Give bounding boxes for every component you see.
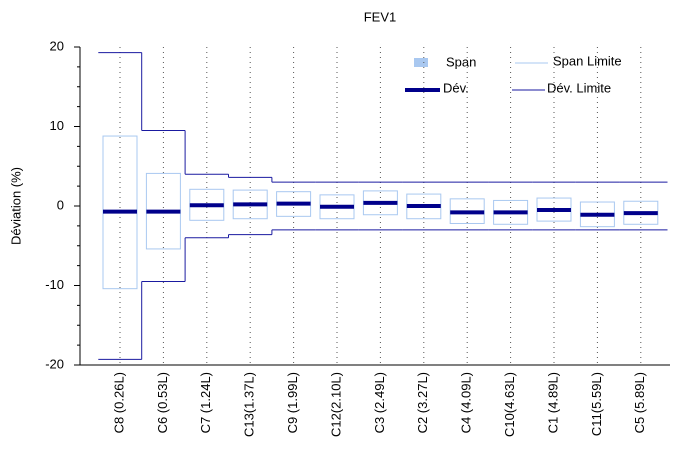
x-tick-label: C7 (1.24L) bbox=[198, 372, 213, 433]
y-tick-label: -20 bbox=[45, 356, 64, 371]
legend: Span Span Limite Dév. Dév. Limite bbox=[405, 53, 622, 95]
x-tick-label: C11(5.59L) bbox=[589, 372, 604, 436]
x-tick-label: C6 (0.53L) bbox=[155, 372, 170, 433]
y-tick-label: -10 bbox=[45, 277, 64, 292]
x-tick-label: C1 (4.89L) bbox=[545, 372, 560, 433]
legend-label: Dév. bbox=[443, 80, 469, 95]
x-tick-label: C4 (4.09L) bbox=[459, 372, 474, 433]
x-tick-label: C5 (5.89L) bbox=[632, 372, 647, 433]
x-tick-label: C2 (3.27L) bbox=[415, 372, 430, 433]
x-tick-label: C9 (1.99L) bbox=[285, 372, 300, 433]
chart-title: FEV1 bbox=[364, 9, 397, 24]
y-tick-label: 10 bbox=[50, 118, 64, 133]
x-tick-label: C13(1.37L) bbox=[242, 372, 257, 437]
y-axis-label: Déviation (%) bbox=[8, 167, 23, 245]
legend-label: Dév. Limite bbox=[547, 80, 611, 95]
legend-label: Span bbox=[446, 54, 476, 69]
y-tick-label: 20 bbox=[50, 38, 64, 53]
x-tick-label: C10(4.63L) bbox=[502, 372, 517, 437]
x-tick-label: C12(2.10L) bbox=[328, 372, 343, 437]
legend-swatch bbox=[414, 58, 428, 67]
legend-label: Span Limite bbox=[553, 53, 622, 68]
y-tick-label: 0 bbox=[57, 197, 64, 212]
x-tick-label: C3 (2.49L) bbox=[372, 372, 387, 433]
x-tick-label: C8 (0.26L) bbox=[111, 372, 126, 433]
